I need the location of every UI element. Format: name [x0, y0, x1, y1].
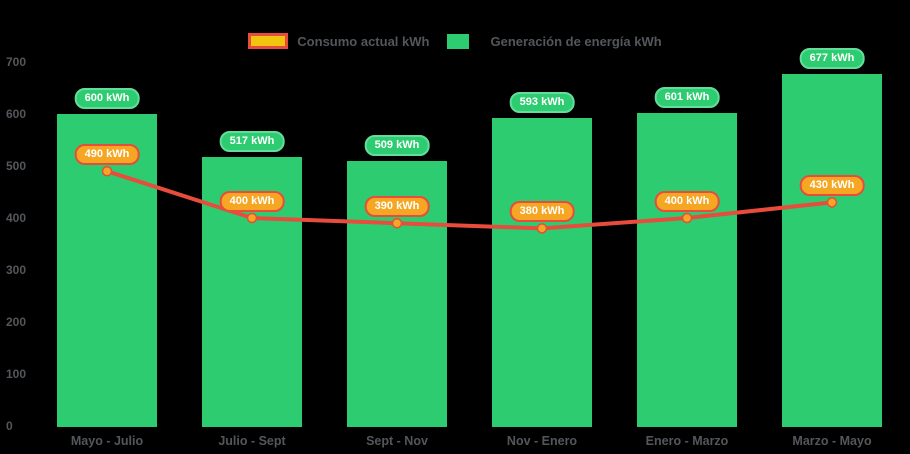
x-axis-tick-label: Julio - Sept — [218, 434, 286, 448]
y-axis-tick-label: 400 — [6, 211, 27, 225]
bar-value-badge: 677 kWh — [799, 47, 865, 69]
line-point-marker[interactable] — [246, 212, 258, 224]
bar-value-badge: 509 kWh — [364, 135, 430, 157]
generacion-bar-swatch-icon — [447, 33, 470, 49]
legend-item-consumo[interactable]: Consumo actual kWh — [248, 33, 429, 49]
generation-bar[interactable] — [492, 117, 592, 427]
y-axis-tick-label: 200 — [6, 315, 27, 329]
x-axis-tick-label: Mayo - Julio — [70, 434, 144, 448]
line-value-badge: 490 kWh — [74, 144, 140, 166]
chart-legend: Consumo actual kWh Generación de energía… — [0, 33, 910, 49]
y-axis-tick-label: 100 — [6, 367, 27, 381]
y-axis-tick-label: 300 — [6, 263, 27, 277]
line-value-badge: 400 kWh — [654, 191, 720, 212]
y-axis-tick-label: 500 — [6, 159, 27, 173]
x-axis-tick-label: Sept - Nov — [366, 434, 428, 448]
bar-value-badge: 593 kWh — [509, 91, 575, 113]
x-axis-tick-label: Nov - Enero — [506, 434, 578, 448]
x-axis-tick-label: Marzo - Mayo — [792, 434, 872, 448]
line-value-badge: 430 kWh — [799, 175, 865, 197]
bar-value-badge: 600 kWh — [74, 88, 140, 109]
line-point-marker[interactable] — [101, 165, 113, 177]
legend-label-generacion: Generación de energía kWh — [490, 33, 662, 49]
legend-label-consumo: Consumo actual kWh — [297, 33, 430, 49]
line-value-badge: 400 kWh — [219, 191, 285, 212]
y-axis-tick-label: 600 — [6, 107, 27, 121]
line-point-marker[interactable] — [391, 217, 403, 229]
y-axis-tick-label: 0 — [6, 419, 13, 433]
line-point-marker[interactable] — [536, 223, 548, 234]
generation-bar[interactable] — [782, 73, 882, 427]
line-point-marker[interactable] — [826, 197, 838, 208]
legend-item-generacion[interactable]: Generación de energía kWh — [447, 33, 662, 49]
generation-bar[interactable] — [637, 113, 737, 427]
bar-value-badge: 517 kWh — [219, 131, 285, 153]
y-axis-tick-label: 700 — [6, 55, 27, 69]
consumo-line-swatch-icon — [248, 33, 289, 49]
line-point-marker[interactable] — [681, 212, 693, 224]
x-axis-tick-label: Enero - Marzo — [645, 434, 729, 448]
line-value-badge: 380 kWh — [509, 201, 575, 223]
bar-value-badge: 601 kWh — [654, 87, 720, 109]
line-value-badge: 390 kWh — [364, 196, 430, 218]
